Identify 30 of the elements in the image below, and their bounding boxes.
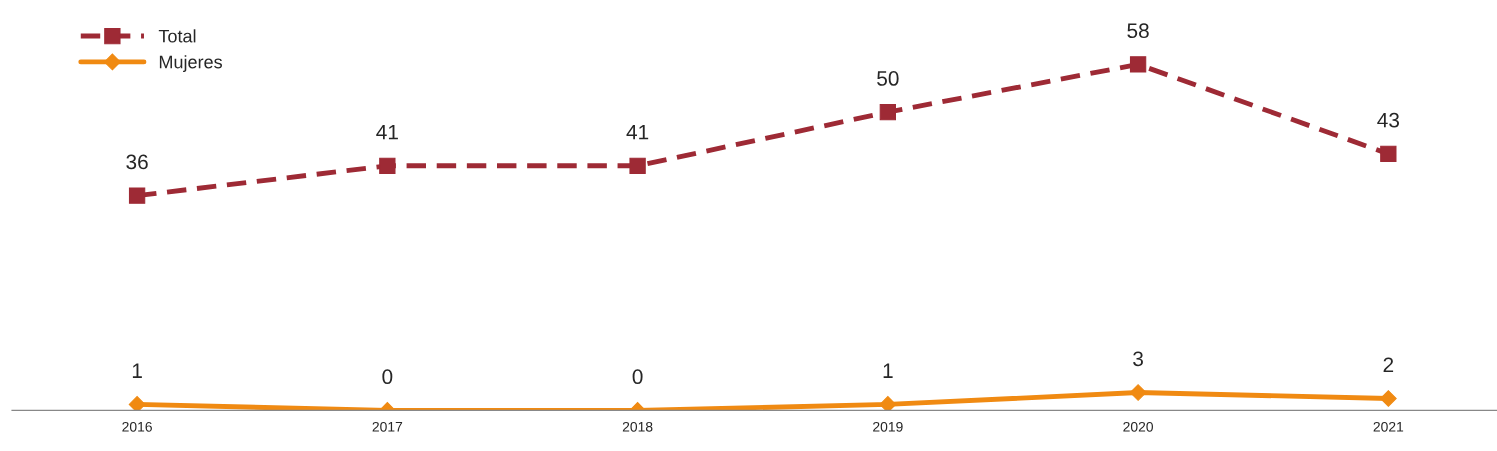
data-label: 1 [132, 363, 142, 378]
data-label: 41 [626, 124, 649, 140]
point [1380, 145, 1397, 163]
x-tick-label: 2019 [873, 421, 903, 432]
x-tick-label: 2020 [1123, 421, 1153, 432]
point [128, 187, 146, 204]
data-label: 0 [632, 369, 643, 385]
point [128, 396, 146, 411]
point [379, 157, 396, 174]
point [1379, 390, 1397, 407]
x-tick-label: 2018 [622, 421, 653, 432]
data-label: 43 [1377, 112, 1400, 128]
point [879, 103, 896, 121]
data-label: 3 [1133, 351, 1143, 367]
legend-label: Mujeres [159, 55, 222, 72]
data-label: 1 [883, 363, 893, 378]
data-label: 0 [382, 369, 393, 385]
data-label: 36 [126, 154, 148, 170]
x-tick-label: 2016 [122, 421, 152, 432]
point [1129, 384, 1147, 401]
legend-label: Total [158, 29, 196, 43]
x-tick-label: 2017 [372, 421, 403, 432]
data-label: 50 [877, 71, 899, 86]
x-tick-label: 2021 [1373, 421, 1404, 432]
data-label: 2 [1383, 357, 1394, 372]
point [879, 396, 897, 411]
point [629, 157, 646, 174]
data-label: 41 [376, 124, 398, 140]
point [1129, 56, 1147, 73]
data-label: 58 [1127, 23, 1149, 39]
